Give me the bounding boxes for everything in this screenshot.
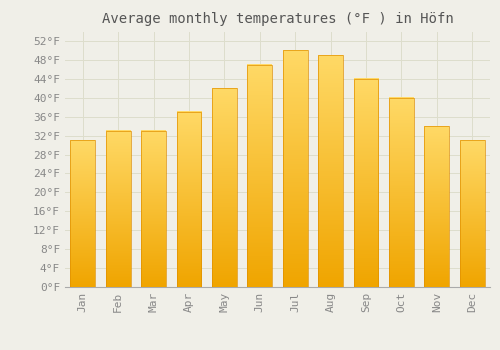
Bar — [389, 98, 414, 287]
Bar — [283, 50, 308, 287]
Title: Average monthly temperatures (°F ) in Höfn: Average monthly temperatures (°F ) in Hö… — [102, 12, 454, 26]
Bar — [318, 55, 343, 287]
Bar — [176, 112, 202, 287]
Bar — [424, 126, 450, 287]
Bar — [70, 140, 95, 287]
Bar — [248, 65, 272, 287]
Bar — [141, 131, 166, 287]
Bar — [460, 140, 484, 287]
Bar — [354, 79, 378, 287]
Bar — [212, 88, 237, 287]
Bar — [106, 131, 130, 287]
